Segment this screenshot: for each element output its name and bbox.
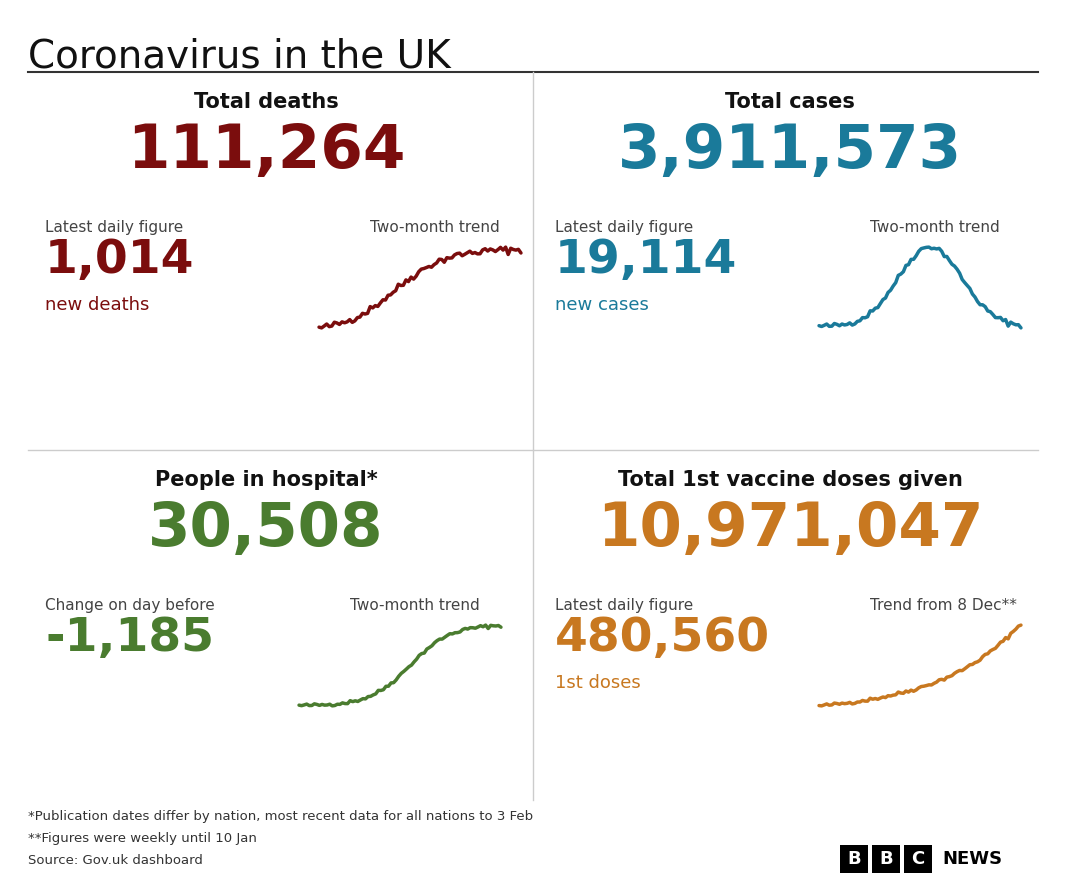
- Text: Two-month trend: Two-month trend: [350, 598, 480, 613]
- Text: *Publication dates differ by nation, most recent data for all nations to 3 Feb: *Publication dates differ by nation, mos…: [28, 810, 533, 823]
- Text: B: B: [879, 850, 893, 868]
- Text: -1,185: -1,185: [45, 616, 214, 661]
- Text: B: B: [847, 850, 861, 868]
- Text: Latest daily figure: Latest daily figure: [45, 220, 183, 235]
- Text: 3,911,573: 3,911,573: [618, 122, 962, 181]
- FancyBboxPatch shape: [904, 845, 932, 873]
- Text: Latest daily figure: Latest daily figure: [555, 220, 693, 235]
- Text: Two-month trend: Two-month trend: [370, 220, 500, 235]
- Text: Coronavirus in the UK: Coronavirus in the UK: [28, 38, 451, 76]
- Text: Total cases: Total cases: [725, 92, 855, 112]
- Text: Latest daily figure: Latest daily figure: [555, 598, 693, 613]
- FancyBboxPatch shape: [872, 845, 900, 873]
- Text: Two-month trend: Two-month trend: [870, 220, 1000, 235]
- Text: 1st doses: 1st doses: [555, 674, 641, 692]
- Text: Change on day before: Change on day before: [45, 598, 214, 613]
- Text: Trend from 8 Dec**: Trend from 8 Dec**: [870, 598, 1017, 613]
- Text: 30,508: 30,508: [148, 500, 384, 559]
- Text: C: C: [911, 850, 924, 868]
- Text: 111,264: 111,264: [127, 122, 405, 181]
- Text: People in hospital*: People in hospital*: [155, 470, 377, 490]
- FancyBboxPatch shape: [840, 845, 868, 873]
- Text: new deaths: new deaths: [45, 296, 149, 314]
- Text: 10,971,047: 10,971,047: [597, 500, 983, 559]
- Text: Total 1st vaccine doses given: Total 1st vaccine doses given: [617, 470, 963, 490]
- Text: Total deaths: Total deaths: [194, 92, 338, 112]
- Text: 19,114: 19,114: [555, 238, 738, 283]
- Text: NEWS: NEWS: [942, 850, 1002, 868]
- Text: 480,560: 480,560: [555, 616, 770, 661]
- Text: **Figures were weekly until 10 Jan: **Figures were weekly until 10 Jan: [28, 832, 257, 845]
- Text: 1,014: 1,014: [45, 238, 194, 283]
- Text: Source: Gov.uk dashboard: Source: Gov.uk dashboard: [28, 854, 203, 867]
- Text: new cases: new cases: [555, 296, 649, 314]
